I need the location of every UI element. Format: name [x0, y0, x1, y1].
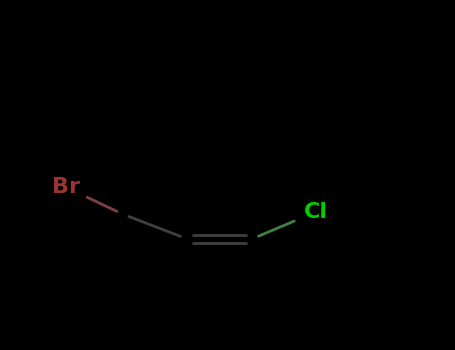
Text: Cl: Cl	[304, 202, 328, 222]
Text: Br: Br	[52, 177, 80, 197]
